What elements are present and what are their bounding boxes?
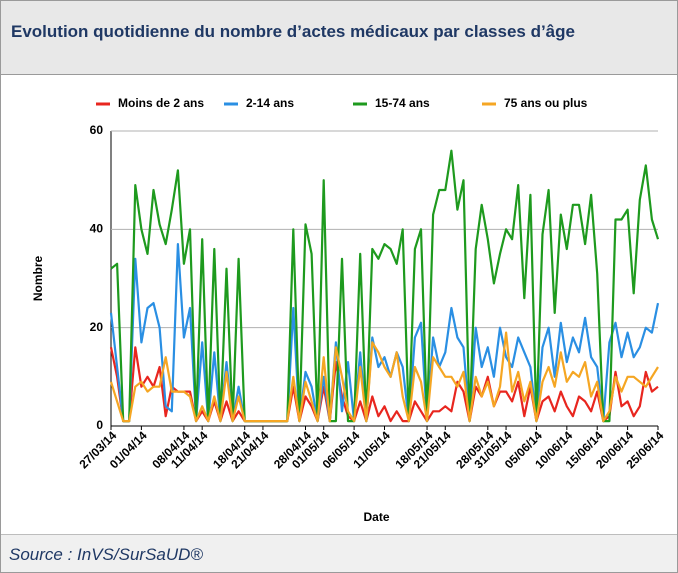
legend-label: 2-14 ans <box>246 96 294 110</box>
y-tick-label: 60 <box>90 123 104 137</box>
series-line <box>109 331 659 423</box>
panel-title: Evolution quotidienne du nombre d’actes … <box>1 1 677 75</box>
y-tick-label: 0 <box>96 418 103 432</box>
series-line <box>109 243 660 423</box>
source: Source : InVS/SurSaUD® <box>1 534 677 572</box>
legend-label: Moins de 2 ans <box>118 96 204 110</box>
series-line <box>110 149 660 423</box>
x-axis-label: Date <box>363 510 389 524</box>
y-axis-label: Nombre <box>31 256 45 302</box>
y-tick-label: 20 <box>90 320 104 334</box>
legend-label: 75 ans ou plus <box>504 96 588 110</box>
legend-label: 15-74 ans <box>375 96 430 110</box>
y-tick-label: 40 <box>90 222 104 236</box>
series-line <box>109 346 659 423</box>
